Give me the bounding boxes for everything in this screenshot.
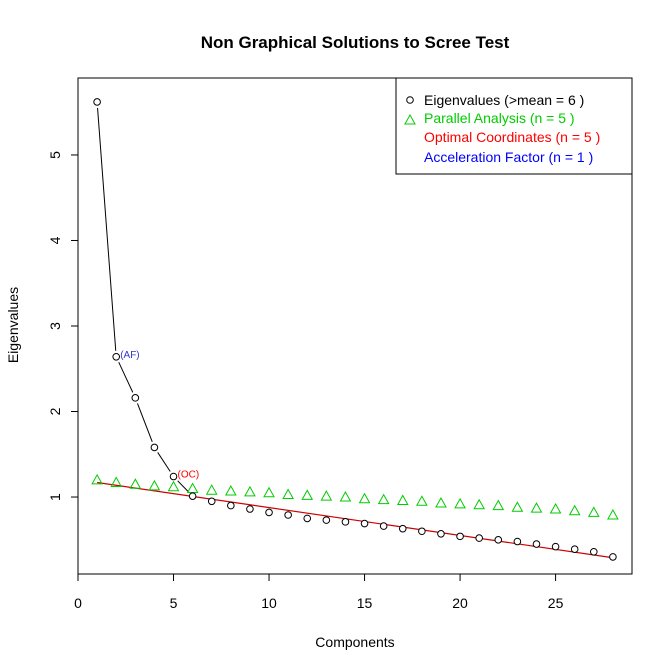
legend-pa-marker [404, 113, 416, 125]
eigen-point [207, 497, 216, 506]
pa-point [492, 499, 505, 511]
eigen-point [398, 524, 407, 533]
eigen-point [609, 553, 617, 561]
pa-point [396, 494, 409, 505]
eigen-point [303, 514, 312, 523]
annotations: (AF) (OC) [120, 350, 199, 481]
eigen-point [570, 545, 579, 554]
x-axis-label: Components [315, 634, 394, 650]
eigen-point [418, 527, 426, 536]
eigen-point [322, 516, 331, 524]
x-tick-label: 25 [548, 595, 564, 611]
pa-point [282, 488, 294, 499]
legend-eigen-marker [406, 96, 414, 104]
eigen-point [494, 535, 503, 544]
eigen-point [265, 508, 273, 517]
pa-point [454, 497, 466, 509]
pa-point [339, 491, 352, 502]
eigen-point [93, 98, 101, 106]
y-tick-label: 3 [47, 322, 63, 330]
pa-point [511, 501, 524, 512]
eigen-point [456, 532, 464, 541]
annotation-label: (AF) [120, 350, 139, 361]
pa-point [320, 490, 333, 501]
eigen-segment [157, 452, 171, 472]
chart-title: Non Graphical Solutions to Scree Test [201, 33, 510, 52]
pa-point [435, 496, 447, 508]
x-tick-label: 20 [452, 595, 468, 611]
pa-point [205, 484, 218, 495]
eigen-point [112, 352, 121, 361]
axes: 0 5 10 15 20 25 1 2 3 4 5 [47, 151, 564, 611]
y-axis-label: Eigenvalues [5, 287, 21, 363]
pa-point [530, 502, 543, 513]
eigen-point [532, 540, 541, 548]
pa-point [301, 489, 314, 500]
pa-point [186, 482, 199, 493]
pa-point [263, 486, 275, 498]
pa-point [587, 506, 600, 517]
legend-box [395, 77, 633, 175]
eigen-segment [97, 107, 117, 351]
legend-af-label: Acceleration Factor (n = 1 ) [424, 149, 593, 165]
y-tick-label: 1 [47, 493, 63, 501]
y-tick-label: 2 [47, 407, 63, 415]
eigen-point [379, 522, 388, 530]
eigen-point [360, 519, 369, 528]
x-tick-label: 5 [170, 595, 178, 611]
pa-point [377, 493, 390, 505]
y-tick-label: 5 [47, 151, 63, 159]
pa-point [549, 502, 562, 514]
x-tick-label: 0 [74, 595, 82, 611]
eigen-point [284, 511, 292, 519]
pa-point [568, 504, 581, 516]
pa-point [129, 478, 142, 489]
pa-point [358, 492, 371, 504]
eigen-point [246, 505, 254, 513]
eigen-point [513, 537, 522, 546]
series-lines [97, 107, 613, 559]
pa-point [473, 498, 486, 510]
eigen-point [188, 492, 197, 500]
x-tick-label: 10 [261, 595, 277, 611]
pa-point [148, 479, 161, 491]
eigen-point [227, 501, 235, 510]
eigen-segment [118, 362, 134, 393]
data-marks [91, 98, 619, 561]
oc-line [97, 481, 613, 559]
eigen-point [150, 443, 159, 452]
eigen-point [589, 547, 598, 556]
pa-point [607, 508, 619, 520]
legend-pa-label: Parallel Analysis (n = 5 ) [424, 110, 575, 126]
eigen-segment [177, 480, 189, 493]
eigen-point [131, 394, 140, 402]
eigen-point [475, 534, 483, 542]
pa-point [91, 473, 103, 485]
eigen-segment [137, 403, 153, 443]
eigen-point [169, 472, 178, 481]
pa-point [244, 485, 256, 497]
eigen-point [341, 518, 350, 526]
x-tick-label: 15 [357, 595, 373, 611]
eigen-point [437, 530, 445, 538]
pa-point [416, 495, 428, 506]
annotation-label: (OC) [178, 470, 200, 481]
pa-point [224, 485, 237, 496]
legend-eigen-label: Eigenvalues (>mean = 6 ) [424, 92, 584, 108]
y-tick-label: 4 [47, 236, 63, 244]
pa-point [167, 480, 180, 492]
eigen-point [551, 542, 560, 551]
pa-point [110, 476, 123, 487]
legend-oc-label: Optimal Coordinates (n = 5 ) [424, 129, 600, 145]
legend: Eigenvalues (>mean = 6 ) Parallel Analys… [395, 77, 633, 175]
